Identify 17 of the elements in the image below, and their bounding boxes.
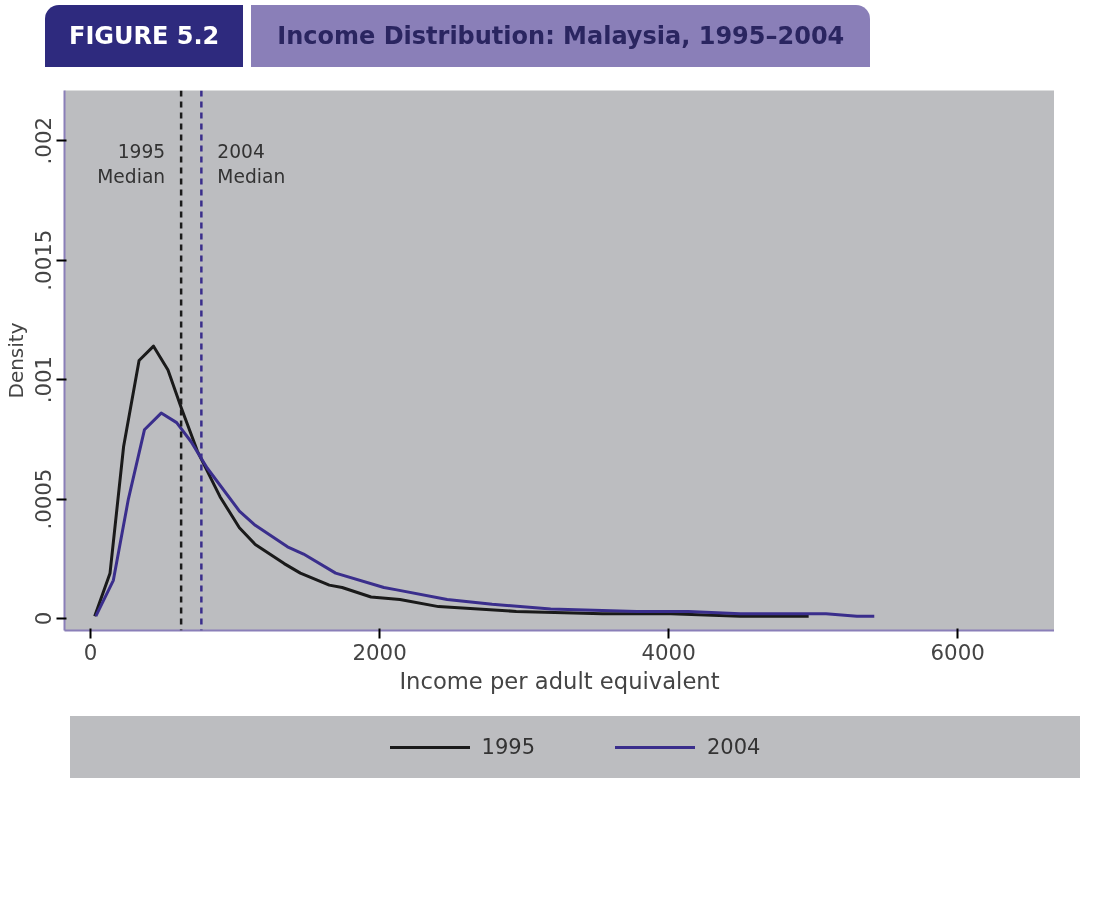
chart-subtitle: FIGURE 5.2 [45, 5, 244, 68]
x-tick-label: 2000 [352, 639, 407, 665]
y-tick-label: .0015 [31, 229, 57, 291]
y-tick-label: 0 [31, 611, 57, 626]
legend-label: 1995 [481, 734, 535, 761]
x-tick-label: 6000 [930, 639, 985, 665]
legend-label: 2004 [707, 734, 761, 761]
x-tick-label: 4000 [641, 639, 696, 665]
y-tick-label: .0005 [31, 468, 57, 530]
x-axis-title: Income per adult equivalent [399, 667, 720, 694]
ref-line-label: 1995 Median [97, 140, 166, 187]
chart-title: Income Distribution: Malaysia, 1995–2004 [251, 5, 871, 68]
y-axis-title: Density [3, 322, 28, 399]
y-tick-label: .001 [31, 355, 57, 404]
ref-line-label: 2004 Median [217, 140, 286, 187]
x-tick-label: 0 [83, 639, 98, 665]
y-tick-label: .002 [31, 116, 57, 165]
